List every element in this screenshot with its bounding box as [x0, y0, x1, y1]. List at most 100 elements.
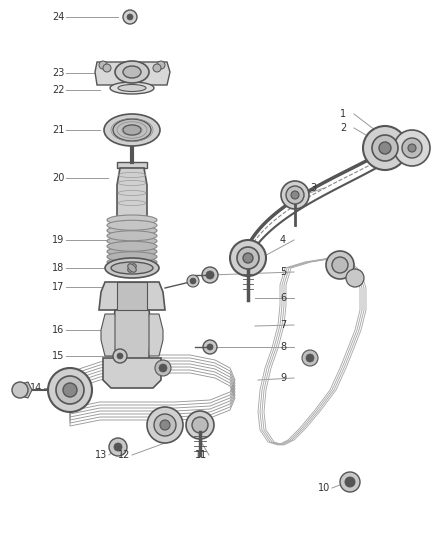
Ellipse shape	[128, 264, 136, 272]
Text: 2: 2	[340, 123, 346, 133]
Circle shape	[192, 417, 208, 433]
Circle shape	[154, 414, 176, 436]
Polygon shape	[95, 62, 170, 85]
Text: 6: 6	[280, 293, 286, 303]
Text: 1: 1	[340, 109, 346, 119]
Circle shape	[281, 181, 309, 209]
Circle shape	[207, 344, 213, 350]
Ellipse shape	[107, 231, 157, 241]
Text: 7: 7	[280, 320, 286, 330]
Ellipse shape	[107, 246, 157, 256]
Ellipse shape	[104, 114, 160, 146]
Polygon shape	[117, 282, 147, 310]
Circle shape	[203, 340, 217, 354]
Ellipse shape	[110, 82, 154, 94]
Text: 13: 13	[95, 450, 107, 460]
Circle shape	[206, 271, 214, 279]
Ellipse shape	[107, 220, 157, 230]
Circle shape	[117, 353, 123, 359]
Circle shape	[237, 247, 259, 269]
Circle shape	[306, 354, 314, 362]
Text: 16: 16	[52, 325, 64, 335]
Text: 22: 22	[52, 85, 64, 95]
Ellipse shape	[105, 258, 159, 278]
Ellipse shape	[128, 264, 136, 272]
Circle shape	[202, 267, 218, 283]
Text: 20: 20	[52, 173, 64, 183]
Text: 15: 15	[52, 351, 64, 361]
Text: 8: 8	[280, 342, 286, 352]
Ellipse shape	[107, 257, 157, 267]
Circle shape	[302, 350, 318, 366]
Circle shape	[113, 349, 127, 363]
Text: 18: 18	[52, 263, 64, 273]
Polygon shape	[103, 358, 161, 388]
Text: 14: 14	[30, 383, 42, 393]
Circle shape	[186, 411, 214, 439]
Polygon shape	[99, 282, 165, 310]
Polygon shape	[117, 168, 147, 220]
Polygon shape	[113, 310, 151, 360]
Text: 23: 23	[52, 68, 64, 78]
Circle shape	[363, 126, 407, 170]
Text: 24: 24	[52, 12, 64, 22]
Ellipse shape	[128, 264, 136, 272]
Circle shape	[243, 253, 253, 263]
Ellipse shape	[113, 119, 151, 141]
Circle shape	[123, 10, 137, 24]
Text: 5: 5	[280, 267, 286, 277]
Circle shape	[190, 278, 196, 284]
Circle shape	[230, 240, 266, 276]
Circle shape	[12, 382, 28, 398]
Circle shape	[326, 251, 354, 279]
Text: 4: 4	[280, 235, 286, 245]
Circle shape	[159, 364, 167, 372]
Circle shape	[402, 138, 422, 158]
Circle shape	[340, 472, 360, 492]
Text: 19: 19	[52, 235, 64, 245]
Polygon shape	[18, 382, 32, 398]
Polygon shape	[149, 314, 163, 356]
Ellipse shape	[107, 215, 157, 225]
Circle shape	[56, 376, 84, 404]
Circle shape	[153, 64, 161, 72]
Polygon shape	[117, 162, 147, 168]
Circle shape	[103, 64, 111, 72]
Text: 17: 17	[52, 282, 64, 292]
Ellipse shape	[115, 61, 149, 83]
Circle shape	[187, 275, 199, 287]
Circle shape	[157, 61, 165, 69]
Ellipse shape	[123, 125, 141, 135]
Circle shape	[160, 420, 170, 430]
Circle shape	[346, 269, 364, 287]
Ellipse shape	[107, 225, 157, 236]
Ellipse shape	[123, 66, 141, 78]
Circle shape	[114, 443, 122, 451]
Circle shape	[286, 186, 304, 204]
Polygon shape	[101, 314, 115, 356]
Text: 10: 10	[318, 483, 330, 493]
Circle shape	[345, 477, 355, 487]
Text: 3: 3	[310, 183, 316, 193]
Ellipse shape	[111, 262, 153, 274]
Circle shape	[379, 142, 391, 154]
Ellipse shape	[118, 85, 146, 92]
Ellipse shape	[107, 241, 157, 251]
Text: 11: 11	[195, 450, 207, 460]
Circle shape	[127, 14, 133, 20]
Circle shape	[48, 368, 92, 412]
Text: 21: 21	[52, 125, 64, 135]
Circle shape	[332, 257, 348, 273]
Ellipse shape	[107, 236, 157, 246]
Circle shape	[291, 191, 299, 199]
Circle shape	[63, 383, 77, 397]
Polygon shape	[395, 140, 405, 156]
Circle shape	[394, 130, 430, 166]
Circle shape	[109, 438, 127, 456]
Circle shape	[408, 144, 416, 152]
Ellipse shape	[128, 264, 136, 272]
Text: 9: 9	[280, 373, 286, 383]
Circle shape	[99, 61, 107, 69]
Circle shape	[372, 135, 398, 161]
Circle shape	[147, 407, 183, 443]
